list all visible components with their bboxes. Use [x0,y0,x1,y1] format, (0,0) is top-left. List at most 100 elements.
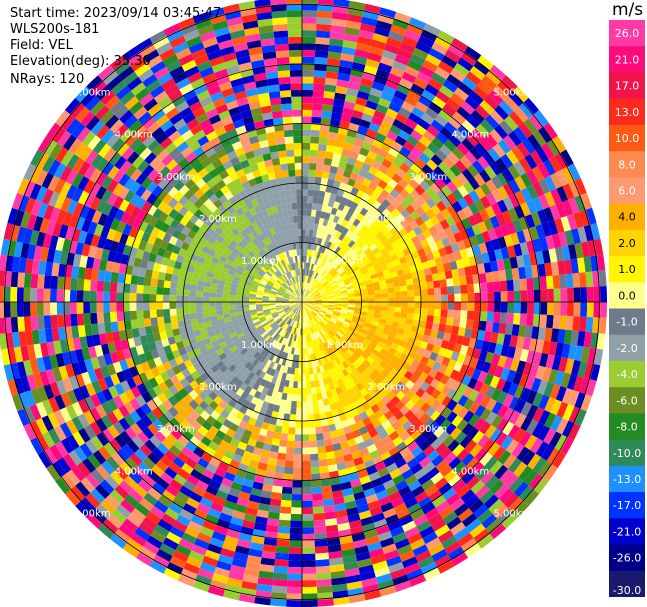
velocity-gate [149,560,167,574]
velocity-gate [351,484,364,495]
velocity-gate [480,311,488,322]
velocity-gate [485,411,498,425]
velocity-gate [492,85,509,101]
velocity-gate [382,344,391,352]
velocity-gate [347,240,356,248]
velocity-gate [519,313,528,326]
velocity-gate [339,259,347,267]
velocity-gate [435,403,447,415]
velocity-gate [361,352,369,360]
velocity-gate [317,224,323,232]
velocity-gate [331,315,339,321]
velocity-gate [304,242,309,250]
velocity-gate [309,156,318,164]
velocity-gate [302,297,308,302]
velocity-gate [240,484,253,495]
velocity-gate [302,374,307,382]
velocity-gate [449,427,462,440]
velocity-gate [388,297,395,302]
velocity-gate [434,477,449,490]
velocity-gate [527,134,542,151]
velocity-gate [150,529,167,544]
velocity-gate [215,445,227,456]
velocity-gate [463,398,475,411]
velocity-gate [306,209,312,217]
velocity-gate [320,472,331,481]
velocity-gate [359,570,376,581]
velocity-gate [387,235,397,245]
velocity-gate [359,411,369,421]
velocity-gate [507,424,521,440]
velocity-gate [345,221,353,230]
velocity-gate [538,460,553,478]
velocity-gate [320,357,326,366]
velocity-gate [317,358,323,367]
velocity-gate [302,43,316,51]
velocity-gate [429,378,440,389]
velocity-gate [318,311,325,317]
velocity-gate [377,390,387,400]
velocity-gate [356,382,365,391]
velocity-gate [472,348,482,360]
velocity-gate [332,312,340,317]
velocity-gate [250,396,259,405]
velocity-gate [416,362,427,372]
velocity-gate [338,161,348,170]
velocity-gate [43,315,52,330]
velocity-gate [156,316,165,325]
velocity-gate [189,307,197,314]
velocity-gate [431,518,447,532]
velocity-gate [518,431,532,447]
velocity-gate [423,417,436,429]
velocity-gate [497,450,512,465]
velocity-gate [499,120,514,136]
velocity-gate [349,150,360,160]
velocity-gate [577,361,588,378]
velocity-gate [321,391,328,400]
velocity-gate [76,290,84,302]
velocity-gate [467,214,478,227]
velocity-gate [374,266,383,274]
velocity-gate [343,561,359,571]
velocity-gate [426,124,440,138]
velocity-gate [202,306,210,313]
velocity-gate [559,315,567,330]
velocity-gate [305,290,310,297]
velocity-gate [565,273,574,289]
velocity-gate [565,315,574,331]
velocity-gate [498,100,514,116]
velocity-gate [372,317,380,323]
velocity-gate [474,253,484,265]
velocity-gate [485,205,496,219]
velocity-gate [185,497,200,509]
velocity-gate [104,270,113,282]
velocity-gate [467,302,475,312]
velocity-gate [351,210,360,219]
velocity-gate [371,320,379,327]
velocity-gate [514,385,525,400]
velocity-gate [434,222,444,233]
velocity-gate [430,472,444,485]
velocity-gate [560,437,574,455]
velocity-gate [56,289,64,302]
velocity-gate [394,306,402,313]
velocity-gate [567,423,581,441]
velocity-gate [229,422,239,432]
velocity-gate [434,66,451,80]
velocity-gate [395,441,408,453]
velocity-gate [324,285,332,290]
velocity-gate [573,302,581,317]
velocity-gate [428,368,438,379]
velocity-gate [418,320,427,329]
velocity-gate [437,364,448,375]
velocity-gate [372,377,382,386]
velocity-gate [428,170,440,183]
velocity-gate [347,306,355,311]
velocity-gate [380,288,388,294]
velocity-gate [50,314,59,329]
velocity-gate [385,485,399,496]
velocity-gate [422,461,436,474]
velocity-gate [353,538,368,549]
velocity-gate [502,393,514,408]
velocity-gate [352,377,361,386]
